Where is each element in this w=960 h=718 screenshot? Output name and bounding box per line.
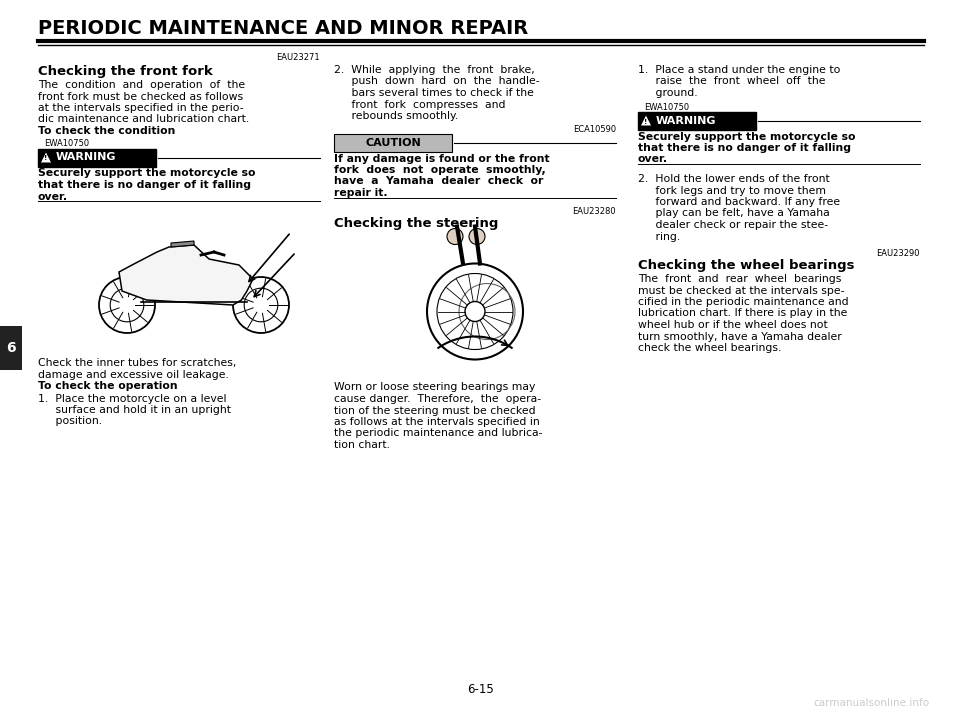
Bar	[0, 326, 22, 370]
Text: CAUTION: CAUTION	[366, 138, 421, 147]
Text: front fork must be checked as follows: front fork must be checked as follows	[38, 91, 243, 101]
Text: damage and excessive oil leakage.: damage and excessive oil leakage.	[38, 370, 228, 380]
Text: Checking the wheel bearings: Checking the wheel bearings	[638, 259, 854, 272]
Text: WARNING: WARNING	[56, 152, 116, 162]
Text: 6-15: 6-15	[467, 683, 493, 696]
Text: 2.  While  applying  the  front  brake,: 2. While applying the front brake,	[334, 65, 535, 75]
Text: front  fork  compresses  and: front fork compresses and	[334, 100, 506, 110]
Bar	[638, 111, 756, 129]
Text: EWA10750: EWA10750	[644, 103, 689, 111]
Text: To check the operation: To check the operation	[38, 381, 178, 391]
Text: bars several times to check if the: bars several times to check if the	[334, 88, 534, 98]
Circle shape	[244, 288, 277, 322]
Text: 2.  Hold the lower ends of the front: 2. Hold the lower ends of the front	[638, 174, 829, 184]
Polygon shape	[41, 152, 51, 162]
Text: the periodic maintenance and lubrica-: the periodic maintenance and lubrica-	[334, 429, 542, 439]
Text: Checking the front fork: Checking the front fork	[38, 65, 213, 78]
Text: over.: over.	[638, 154, 668, 164]
Text: position.: position.	[38, 416, 102, 426]
Text: EAU23280: EAU23280	[572, 208, 616, 217]
Text: as follows at the intervals specified in: as follows at the intervals specified in	[334, 417, 540, 427]
Circle shape	[427, 264, 523, 360]
Text: push  down  hard  on  the  handle-: push down hard on the handle-	[334, 77, 540, 86]
Circle shape	[99, 277, 155, 333]
Text: wheel hub or if the wheel does not: wheel hub or if the wheel does not	[638, 320, 828, 330]
Text: tion of the steering must be checked: tion of the steering must be checked	[334, 406, 536, 416]
Polygon shape	[119, 245, 253, 305]
Text: dic maintenance and lubrication chart.: dic maintenance and lubrication chart.	[38, 114, 250, 124]
Text: dealer check or repair the stee-: dealer check or repair the stee-	[638, 220, 828, 230]
Text: that there is no danger of it falling: that there is no danger of it falling	[38, 180, 251, 190]
Text: EAU23271: EAU23271	[276, 53, 320, 62]
Text: The  condition  and  operation  of  the: The condition and operation of the	[38, 80, 245, 90]
Text: ring.: ring.	[638, 231, 681, 241]
Circle shape	[233, 277, 289, 333]
Text: Securely support the motorcycle so: Securely support the motorcycle so	[38, 169, 255, 179]
Circle shape	[447, 228, 463, 245]
Circle shape	[465, 302, 485, 322]
Bar	[38, 149, 156, 167]
Polygon shape	[641, 116, 651, 126]
Text: have  a  Yamaha  dealer  check  or: have a Yamaha dealer check or	[334, 177, 543, 187]
Text: cause danger.  Therefore,  the  opera-: cause danger. Therefore, the opera-	[334, 394, 541, 404]
Text: surface and hold it in an upright: surface and hold it in an upright	[38, 405, 231, 415]
Text: tion chart.: tion chart.	[334, 440, 390, 450]
Text: play can be felt, have a Yamaha: play can be felt, have a Yamaha	[638, 208, 829, 218]
Text: repair it.: repair it.	[334, 188, 388, 198]
Text: at the intervals specified in the perio-: at the intervals specified in the perio-	[38, 103, 244, 113]
Circle shape	[469, 228, 485, 245]
Text: that there is no danger of it falling: that there is no danger of it falling	[638, 143, 851, 153]
Text: !: !	[44, 156, 48, 162]
Text: !: !	[644, 118, 648, 124]
Text: cified in the periodic maintenance and: cified in the periodic maintenance and	[638, 297, 849, 307]
Text: PERIODIC MAINTENANCE AND MINOR REPAIR: PERIODIC MAINTENANCE AND MINOR REPAIR	[38, 19, 528, 38]
Circle shape	[437, 274, 513, 350]
Text: EAU23290: EAU23290	[876, 249, 920, 258]
Text: must be checked at the intervals spe-: must be checked at the intervals spe-	[638, 286, 845, 296]
Text: turn smoothly, have a Yamaha dealer: turn smoothly, have a Yamaha dealer	[638, 332, 842, 342]
Text: Worn or loose steering bearings may: Worn or loose steering bearings may	[334, 383, 536, 393]
Polygon shape	[171, 241, 194, 247]
Text: The  front  and  rear  wheel  bearings: The front and rear wheel bearings	[638, 274, 841, 284]
Bar	[334, 134, 452, 151]
Text: ground.: ground.	[638, 88, 698, 98]
Text: EWA10750: EWA10750	[44, 139, 89, 149]
Text: raise  the  front  wheel  off  the: raise the front wheel off the	[638, 77, 826, 86]
Text: carmanualsonline.info: carmanualsonline.info	[814, 698, 930, 708]
Text: 1.  Place a stand under the engine to: 1. Place a stand under the engine to	[638, 65, 840, 75]
Text: fork  does  not  operate  smoothly,: fork does not operate smoothly,	[334, 165, 545, 175]
Text: 6: 6	[6, 341, 15, 355]
Text: Check the inner tubes for scratches,: Check the inner tubes for scratches,	[38, 358, 236, 368]
Text: lubrication chart. If there is play in the: lubrication chart. If there is play in t…	[638, 309, 848, 319]
Text: rebounds smoothly.: rebounds smoothly.	[334, 111, 458, 121]
Text: over.: over.	[38, 192, 68, 202]
Text: check the wheel bearings.: check the wheel bearings.	[638, 343, 781, 353]
Text: fork legs and try to move them: fork legs and try to move them	[638, 185, 826, 195]
Text: 1.  Place the motorcycle on a level: 1. Place the motorcycle on a level	[38, 393, 227, 404]
Text: If any damage is found or the front: If any damage is found or the front	[334, 154, 550, 164]
Circle shape	[110, 288, 144, 322]
Text: ECA10590: ECA10590	[573, 126, 616, 134]
Text: Securely support the motorcycle so: Securely support the motorcycle so	[638, 131, 855, 141]
Text: Checking the steering: Checking the steering	[334, 218, 498, 230]
Text: forward and backward. If any free: forward and backward. If any free	[638, 197, 840, 207]
Text: To check the condition: To check the condition	[38, 126, 176, 136]
Text: WARNING: WARNING	[656, 116, 716, 126]
